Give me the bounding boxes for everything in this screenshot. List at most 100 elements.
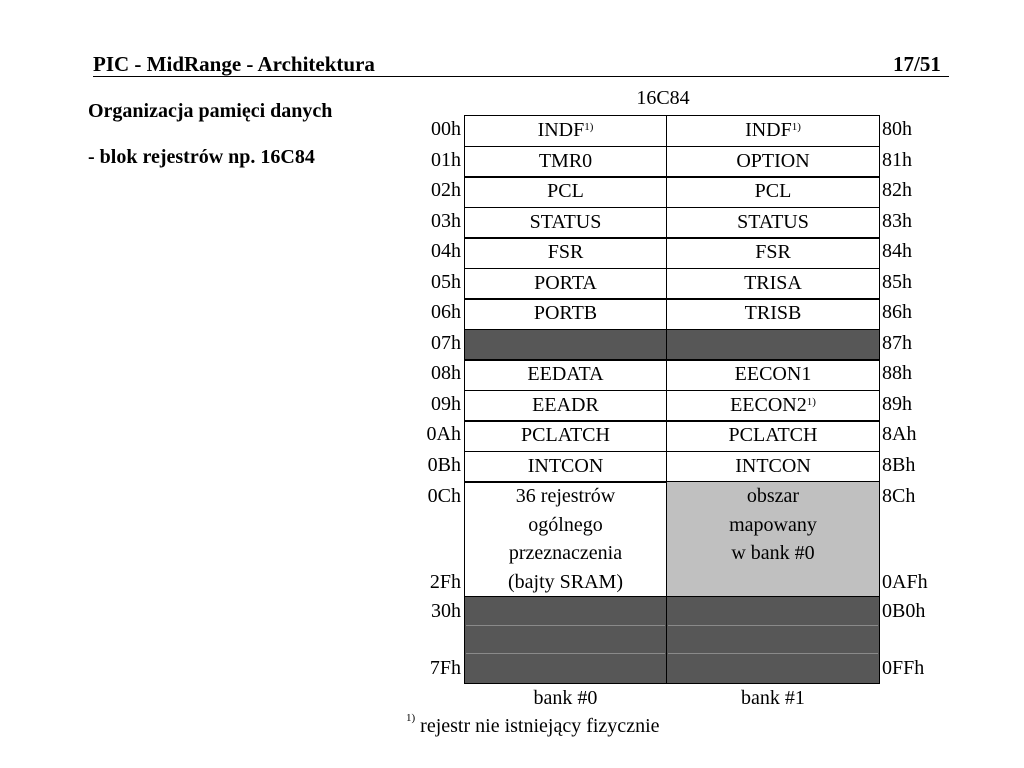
address-bank0: 02h xyxy=(431,179,461,201)
address-bank1: 89h xyxy=(882,392,912,415)
gpr-bank0-line: 36 rejestrów xyxy=(515,485,616,507)
gpr-bank0-line: przeznaczenia xyxy=(508,542,623,564)
register-cell-bank0: STATUS xyxy=(464,206,667,239)
register-name: EECON2 xyxy=(730,393,807,416)
register-name: INTCON xyxy=(527,454,604,477)
register-cell-bank0: TMR0 xyxy=(464,145,667,178)
footnote-ref: 1) xyxy=(584,121,594,133)
address-bank0: 05h xyxy=(431,270,461,293)
gpr-addr-right-end: 0AFh xyxy=(882,571,928,593)
address-bank0: 04h xyxy=(431,240,461,262)
register-name: FSR xyxy=(755,241,791,263)
address-bank1: 82h xyxy=(882,179,912,201)
register-name: INTCON xyxy=(735,454,811,477)
address-bank1: 84h xyxy=(882,240,912,262)
unused-addr-left-end: 7Fh xyxy=(429,657,461,679)
footnote-marker: 1) xyxy=(406,712,416,724)
unused-divider xyxy=(668,625,878,626)
gpr-addr-left-start: 0Ch xyxy=(427,485,461,507)
register-cell-bank0: PCLATCH xyxy=(464,420,667,452)
unused-addr-right-end: 0FFh xyxy=(882,657,925,679)
register-cell-bank1: INDF1) xyxy=(666,115,880,147)
gpr-bank0-cell: 36 rejestrów ogólnego przeznaczenia (baj… xyxy=(464,481,667,597)
register-name: TRISB xyxy=(744,302,802,324)
address-bank0: 06h xyxy=(431,301,461,323)
bank1-label: bank #1 xyxy=(741,687,805,709)
register-name: PORTA xyxy=(534,271,597,294)
register-name: INDF xyxy=(745,119,792,141)
bank0-label: bank #0 xyxy=(533,687,598,709)
register-name: PORTB xyxy=(533,302,598,324)
register-cell-bank0: PCL xyxy=(464,176,667,208)
register-name: EEDATA xyxy=(527,363,604,385)
register-name: PCL xyxy=(754,180,792,202)
register-cell-bank0: INTCON xyxy=(464,450,667,483)
gpr-bank1-line: w bank #0 xyxy=(731,542,815,564)
address-bank1: 87h xyxy=(882,331,912,354)
address-bank0: 0Bh xyxy=(427,453,461,476)
address-bank0: 01h xyxy=(431,148,461,171)
address-bank1: 86h xyxy=(882,301,912,323)
register-cell-bank0: EEDATA xyxy=(464,359,667,391)
register-cell-bank0: PORTA xyxy=(464,267,667,300)
gpr-addr-left-end: 2Fh xyxy=(429,571,461,593)
register-cell-bank0: INDF1) xyxy=(464,115,667,147)
address-bank1: 88h xyxy=(882,362,912,384)
register-name: EEADR xyxy=(532,393,599,416)
unused-divider xyxy=(466,653,665,654)
register-name: TRISA xyxy=(744,271,802,294)
register-cell-bank1: FSR xyxy=(666,237,880,269)
register-cell-bank0 xyxy=(464,328,667,361)
address-bank1: 81h xyxy=(882,148,912,171)
gpr-bank1-mapped-cell: obszar mapowany w bank #0 xyxy=(666,481,880,597)
address-bank0: 09h xyxy=(431,392,461,415)
header-divider xyxy=(93,76,949,77)
register-cell-bank1 xyxy=(666,328,880,361)
address-bank1: 8Bh xyxy=(882,453,916,476)
register-cell-bank1: STATUS xyxy=(666,206,880,239)
unused-bank0-cell xyxy=(464,596,667,684)
register-name: STATUS xyxy=(737,210,809,233)
address-bank0: 08h xyxy=(431,362,461,384)
gpr-bank1-line: mapowany xyxy=(729,513,817,536)
register-cell-bank1: PCLATCH xyxy=(666,420,880,452)
gpr-bank1-line: obszar xyxy=(746,485,800,507)
unused-addr-left-start: 30h xyxy=(431,600,461,622)
register-cell-bank1: EECON21) xyxy=(666,389,880,422)
unused-bank1-cell xyxy=(666,596,880,684)
unused-divider xyxy=(466,625,665,626)
register-cell-bank1: TRISA xyxy=(666,267,880,300)
unused-addr-right-start: 0B0h xyxy=(882,600,926,622)
register-name: PCLATCH xyxy=(728,424,818,446)
register-name: EECON1 xyxy=(734,363,812,385)
footnote-ref: 1) xyxy=(791,121,801,133)
address-bank1: 8Ah xyxy=(882,423,917,445)
register-cell-bank1: OPTION xyxy=(666,145,880,178)
footnote: 1) rejestr nie istniejący fizycznie xyxy=(406,712,660,738)
footnote-text: rejestr nie istniejący fizycznie xyxy=(420,715,660,737)
chip-name: 16C84 xyxy=(636,87,690,109)
address-bank1: 83h xyxy=(882,209,912,232)
register-name: OPTION xyxy=(736,149,810,172)
register-name: INDF xyxy=(537,119,585,141)
register-name: PCL xyxy=(547,180,584,202)
address-bank0: 00h xyxy=(431,118,461,140)
gpr-bank0-line: (bajty SRAM) xyxy=(508,570,623,593)
address-bank1: 85h xyxy=(882,270,912,293)
section-subheading: - blok rejestrów np. 16C84 xyxy=(88,146,315,168)
address-bank0: 07h xyxy=(431,331,461,354)
footnote-ref: 1) xyxy=(806,395,816,408)
slide-title: PIC - MidRange - Architektura xyxy=(93,52,375,76)
address-bank0: 03h xyxy=(431,209,461,232)
address-bank1: 80h xyxy=(882,118,912,140)
gpr-bank0-line: ogólnego xyxy=(528,513,603,536)
register-name: FSR xyxy=(547,241,584,263)
register-cell-bank1: PCL xyxy=(666,176,880,208)
page-number: 17/51 xyxy=(893,52,941,76)
register-cell-bank0: PORTB xyxy=(464,298,667,330)
register-cell-bank0: EEADR xyxy=(464,389,667,422)
address-bank0: 0Ah xyxy=(426,423,461,445)
section-heading: Organizacja pamięci danych xyxy=(88,100,333,122)
register-cell-bank1: EECON1 xyxy=(666,359,880,391)
register-cell-bank0: FSR xyxy=(464,237,667,269)
